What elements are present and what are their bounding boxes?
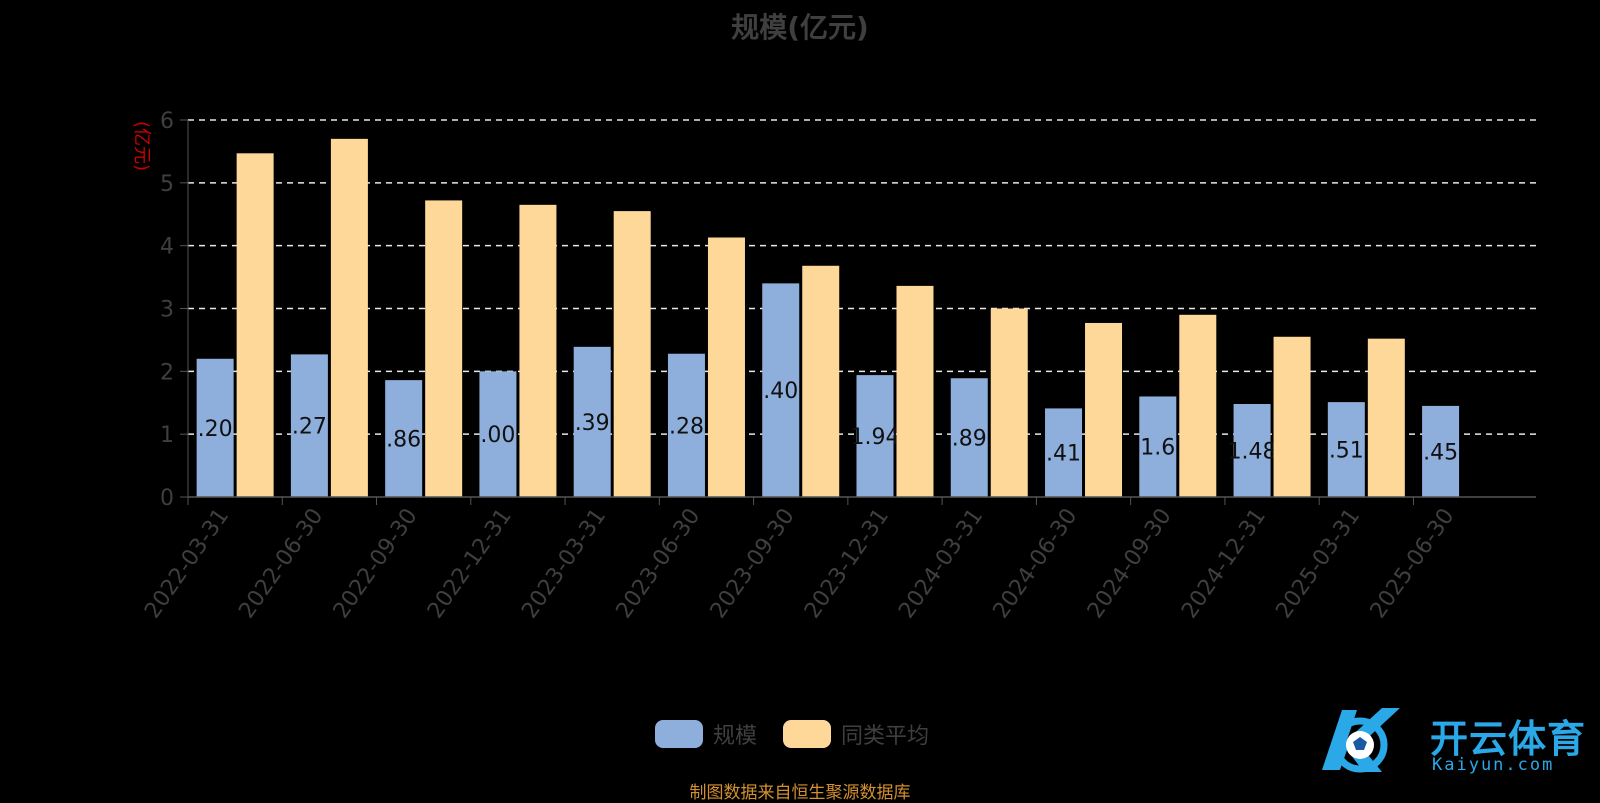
- y-tick-label: 5: [160, 172, 174, 197]
- x-tick-label: 2022-06-30: [234, 504, 328, 623]
- bar-data-label: .20: [198, 417, 233, 442]
- x-tick-label: 2023-09-30: [706, 504, 800, 623]
- bar-peer-average: [896, 285, 934, 497]
- y-axis-ticks: 0 1 2 3 4 5 6: [160, 109, 188, 511]
- y-tick-label: 3: [160, 298, 174, 323]
- bar-peer-average: [1085, 322, 1123, 497]
- bar-data-label: .40: [763, 379, 798, 404]
- bar-peer-average: [1273, 336, 1311, 497]
- bar-data-label: .41: [1046, 442, 1081, 467]
- bar-peer-average: [1367, 338, 1405, 497]
- x-tick-label: 2023-06-30: [612, 504, 706, 623]
- x-tick-label: 2024-03-31: [894, 504, 988, 623]
- bar-data-label: .28: [669, 414, 704, 439]
- bar-scale: [385, 380, 423, 497]
- data-source-note: 制图数据来自恒生聚源数据库: [689, 783, 911, 803]
- logo-subtext: Kaiyun.com: [1432, 755, 1555, 775]
- bar-scale: [573, 346, 611, 497]
- bar-peer-average: [802, 265, 840, 497]
- bar-peer-average: [330, 138, 368, 497]
- x-tick-label: 2025-03-31: [1271, 504, 1365, 623]
- legend-swatch: [783, 720, 832, 748]
- bar-scale: [1327, 402, 1365, 497]
- legend: 规模 同类平均: [655, 718, 955, 750]
- y-axis-label: (亿元): [131, 121, 152, 171]
- x-tick-label: 2022-12-31: [423, 504, 517, 623]
- chart-title: 规模(亿元): [731, 11, 869, 44]
- x-tick-label: 2023-12-31: [800, 504, 894, 623]
- legend-label: 同类平均: [841, 724, 930, 749]
- x-tick-label: 2025-06-30: [1366, 504, 1460, 623]
- bar-data-label: .89: [952, 427, 987, 452]
- y-tick-label: 1: [160, 423, 174, 448]
- x-tick-label: 2024-12-31: [1177, 504, 1271, 623]
- bar-data-label: 1.48: [1228, 440, 1277, 465]
- y-tick-label: 2: [160, 360, 174, 385]
- bar-data-label: 1.94: [851, 425, 900, 450]
- bar-scale: [762, 283, 800, 497]
- bar-peer-average: [613, 211, 651, 497]
- x-tick-label: 2022-03-31: [140, 504, 234, 623]
- bar-peer-average: [990, 308, 1028, 497]
- bar-peer-average: [707, 237, 745, 497]
- bar-scale: [1422, 405, 1460, 497]
- legend-label: 规模: [713, 724, 758, 749]
- bar-data-label: .51: [1329, 439, 1364, 464]
- bar-peer-average: [236, 153, 274, 497]
- x-tick-label: 2024-09-30: [1083, 504, 1177, 623]
- bar-peer-average: [519, 204, 557, 497]
- bar-data-label: .45: [1423, 440, 1458, 465]
- bar-peer-average: [425, 200, 463, 497]
- bar-data-label: 1.6: [1140, 436, 1175, 461]
- logo-text: 开云体育: [1430, 717, 1587, 761]
- bar-scale: [667, 353, 705, 497]
- bar-data-label: .00: [480, 423, 515, 448]
- bar-data-label: .86: [386, 428, 421, 453]
- legend-item-scale[interactable]: 规模: [655, 718, 757, 750]
- bar-scale: [1233, 404, 1271, 497]
- bar-scale: [196, 358, 234, 497]
- bar-data-label: .39: [575, 411, 610, 436]
- x-tick-label: 2023-03-31: [517, 504, 611, 623]
- bar-scale: [856, 375, 894, 497]
- bars: .20 .27 .86 .00 .39 .28 .40 1.94 .89 .41 1.6 1.48 .5…: [196, 138, 1460, 497]
- y-tick-label: 6: [160, 109, 174, 134]
- bar-scale: [290, 354, 328, 497]
- x-tick-label: 2024-06-30: [989, 504, 1083, 623]
- x-tick-label: 2022-09-30: [329, 504, 423, 623]
- bar-scale: [950, 378, 988, 497]
- bar-scale: [1139, 396, 1177, 497]
- y-tick-label: 0: [160, 486, 174, 511]
- bar-data-label: .27: [292, 415, 327, 440]
- bar-peer-average: [1179, 314, 1217, 497]
- legend-item-peer-average[interactable]: 同类平均: [783, 718, 929, 750]
- bar-scale: [1045, 408, 1083, 497]
- legend-swatch: [655, 720, 703, 748]
- bar-scale: [479, 371, 517, 497]
- kaiyun-logo-icon: [1322, 708, 1400, 773]
- y-tick-label: 4: [160, 235, 174, 260]
- bar-chart: 0 1 2 3 4 5 6 .20 .27 .86 .00 .39 .28 .40 1.94 .89 .41 1…: [131, 109, 1536, 623]
